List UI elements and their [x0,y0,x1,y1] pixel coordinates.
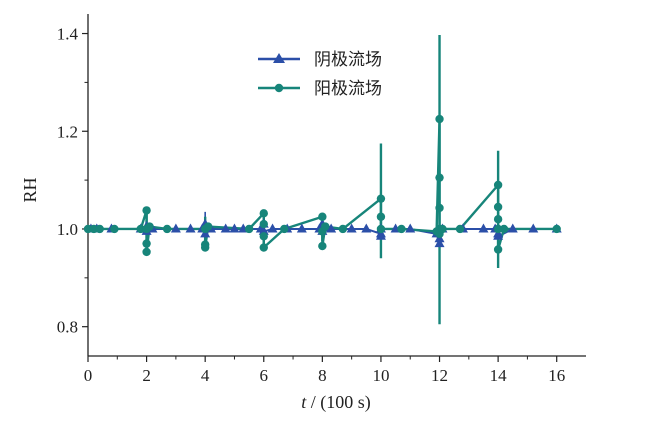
data-point-cathode [361,223,372,233]
x-tick-label: 12 [431,366,448,385]
data-point-anode [493,180,503,190]
data-point-anode [338,224,348,234]
y-tick-label: 1.2 [57,122,78,141]
data-point-anode [321,222,330,231]
data-point-anode [397,224,406,234]
legend-label-anode: 阳极流场 [314,79,382,99]
data-point-anode [110,224,119,234]
data-point-anode [259,232,268,241]
data-point-anode [203,222,213,231]
data-point-anode [95,224,104,234]
data-point-anode [493,245,503,254]
data-point-anode [142,239,151,248]
data-point-anode [145,222,154,231]
data-point-anode [280,224,289,234]
data-point-cathode [267,223,278,233]
data-point-anode [259,243,268,252]
y-tick-label: 1.4 [57,25,79,44]
data-markers [83,114,562,257]
data-point-cathode [434,238,445,248]
data-point-anode [499,224,509,234]
data-point-anode [318,212,327,221]
data-point-anode [552,224,561,234]
data-point-anode [435,173,444,182]
data-point-anode [259,219,268,229]
data-point-cathode [220,223,231,233]
data-point-anode [162,224,172,234]
data-point-cathode [478,223,489,233]
data-point-anode [259,209,268,218]
legend-triangle-icon [273,53,285,63]
data-point-anode [455,224,465,234]
legend-circle-icon [274,83,284,93]
x-tick-label: 14 [490,366,508,385]
y-axis-title: RH [20,177,40,202]
data-point-cathode [185,223,196,233]
axes: 0 2 4 6 8 10 12 14 16 0.8 1.0 1.2 1.4 [57,14,586,385]
data-point-anode [376,212,386,221]
legend-item-anode: 阳极流场 [258,79,382,99]
legend-item-cathode: 阴极流场 [258,50,382,70]
data-point-cathode [493,230,504,240]
data-point-anode [493,224,503,234]
data-point-anode [435,203,444,213]
x-tick-label: 6 [260,366,269,385]
legend: 阴极流场 阳极流场 [258,50,382,99]
data-point-anode [136,224,145,234]
data-point-anode [83,224,93,234]
data-point-anode [142,206,151,215]
data-point-cathode [229,223,240,233]
x-axis-title-rest: / (100 s) [306,392,371,413]
x-tick-label: 8 [318,366,327,385]
data-point-anode [244,224,254,234]
data-point-cathode [507,223,518,233]
data-point-anode [376,224,386,234]
legend-label-cathode: 阴极流场 [314,50,382,70]
data-point-cathode [296,223,307,233]
data-point-anode [376,194,386,203]
y-tick-label: 1.0 [57,220,78,239]
x-tick-label: 0 [84,366,93,385]
y-tick-label: 0.8 [57,318,78,337]
x-axis-title-italic: t [301,392,307,412]
data-point-anode [142,247,151,257]
data-point-cathode [258,225,269,235]
data-point-cathode [326,223,337,233]
x-tick-label: 16 [548,366,565,385]
x-axis-title: t / (100 s) [301,392,371,413]
data-point-cathode [375,230,386,240]
data-point-cathode [346,223,357,233]
data-point-anode [89,224,99,234]
data-point-anode [493,202,503,212]
x-tick-label: 2 [142,366,151,385]
data-point-anode [438,224,447,234]
data-point-anode [318,241,327,251]
data-point-anode [435,114,444,124]
data-point-cathode [528,223,539,233]
data-point-anode [493,215,503,224]
data-point-cathode [405,223,416,233]
data-point-cathode [170,223,181,233]
x-tick-label: 10 [372,366,389,385]
data-point-anode [200,243,210,252]
x-tick-label: 4 [201,366,210,385]
